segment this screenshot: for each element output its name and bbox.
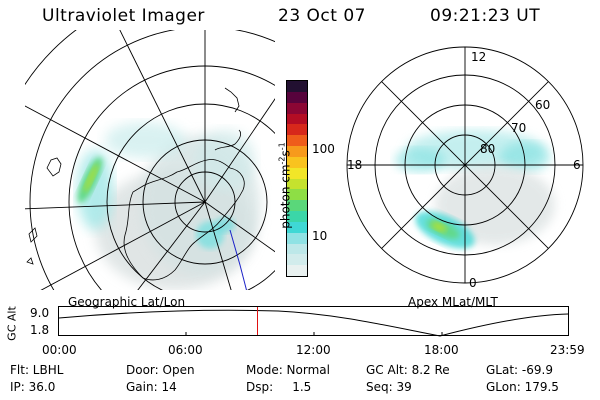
colorbar-swatch — [287, 189, 307, 201]
timeline-x-tick-0600: 06:00 — [168, 343, 203, 357]
colorbar-swatch — [287, 167, 307, 179]
geographic-map — [25, 30, 275, 290]
status-gc-alt: GC Alt: 8.2 Re — [366, 363, 450, 377]
observation-time: 09:21:23 UT — [430, 6, 541, 26]
status-seq: Seq: 39 — [366, 380, 412, 394]
timeline-y-min: 1.8 — [30, 323, 50, 337]
colorbar-swatch — [287, 124, 307, 136]
colorbar-swatch — [287, 135, 307, 147]
colorbar-swatch — [287, 243, 307, 255]
mlt-label-0: 0 — [469, 276, 477, 290]
mlat-label-70: 70 — [511, 121, 526, 135]
colorbar-swatch — [287, 221, 307, 233]
timeline-y-max: 9.0 — [30, 306, 50, 320]
colorbar-tick-10: 10 — [312, 229, 328, 243]
colorbar-unit-exp2: -1 — [277, 142, 287, 151]
status-ip: IP: 36.0 — [10, 380, 56, 394]
status-glat: GLat: -69.9 — [486, 363, 553, 377]
observation-date: 23 Oct 07 — [278, 6, 366, 26]
colorbar — [286, 80, 308, 277]
colorbar-swatch — [287, 254, 307, 266]
timeline-y-label: GC Alt — [5, 306, 19, 341]
colorbar-swatch — [287, 232, 307, 244]
timeline-x-tick-1800: 18:00 — [424, 343, 459, 357]
timeline-plot — [58, 306, 569, 337]
mlt-label-12: 12 — [471, 50, 486, 64]
left-panel-label: Geographic Lat/Lon — [68, 295, 186, 309]
colorbar-unit-s: s — [278, 150, 293, 157]
colorbar-unit-label: photon cm-2s-1 — [278, 111, 293, 261]
geographic-image — [25, 30, 275, 290]
colorbar-swatch — [287, 81, 307, 92]
status-dsp: Dsp: 1.5 — [246, 380, 312, 394]
status-glon: GLon: 179.5 — [486, 380, 559, 394]
colorbar-unit-photon: photon cm — [278, 164, 293, 229]
timeline-x-tick-1200: 12:00 — [296, 343, 331, 357]
apex-polar-plot: 12 18 6 0 60 70 80 — [346, 46, 584, 290]
colorbar-swatch — [287, 178, 307, 190]
colorbar-swatch — [287, 113, 307, 125]
status-gain: Gain: 14 — [126, 380, 177, 394]
mlt-label-18: 18 — [347, 158, 362, 172]
right-panel-label: Apex MLat/MLT — [408, 295, 498, 309]
status-filter: Flt: LBHL — [10, 363, 64, 377]
colorbar-swatch — [287, 200, 307, 212]
mlat-label-60: 60 — [535, 98, 550, 112]
mlat-label-80: 80 — [480, 142, 495, 156]
timeline-x-tick-2359: 23:59 — [550, 343, 585, 357]
colorbar-unit-exp1: -2 — [277, 156, 287, 165]
mlt-label-6: 6 — [573, 158, 581, 172]
colorbar-swatch — [287, 265, 307, 276]
colorbar-swatch — [287, 146, 307, 157]
status-door: Door: Open — [126, 363, 195, 377]
app-title: Ultraviolet Imager — [42, 6, 205, 26]
colorbar-swatch — [287, 91, 307, 103]
colorbar-tick-100: 100 — [312, 142, 335, 156]
colorbar-swatch — [287, 156, 307, 168]
status-mode: Mode: Normal — [246, 363, 330, 377]
colorbar-swatch — [287, 102, 307, 114]
colorbar-swatch — [287, 211, 307, 222]
timeline-x-tick-0000: 00:00 — [42, 343, 77, 357]
